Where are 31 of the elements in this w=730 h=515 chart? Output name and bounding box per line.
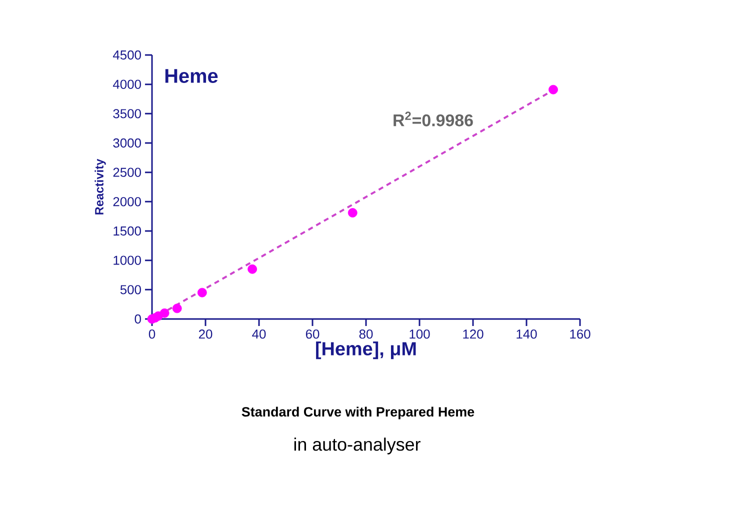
y-tick-label: 1500 bbox=[114, 226, 141, 236]
x-tick-label: 80 bbox=[359, 330, 373, 339]
point bbox=[160, 308, 170, 318]
y-tick-label: 500 bbox=[120, 285, 141, 294]
y-tick-label: 4500 bbox=[112, 50, 141, 60]
y-tick-label: 3500 bbox=[113, 109, 141, 118]
point bbox=[172, 304, 182, 314]
point bbox=[248, 264, 258, 274]
x-tick-label: 60 bbox=[306, 330, 320, 339]
x-tick-label: 100 bbox=[410, 330, 430, 339]
y-tick-label: 2500 bbox=[113, 168, 141, 177]
x-tick-label: 160 bbox=[570, 330, 590, 339]
y-tick-label: 2000 bbox=[113, 197, 141, 206]
y-tick-label: 1000 bbox=[114, 256, 141, 265]
text: Standard Curve with Prepared Heme bbox=[242, 406, 474, 420]
text: in auto-analyser bbox=[294, 438, 420, 454]
y-tick-label: 0 bbox=[134, 314, 141, 324]
x-tick-label: 140 bbox=[516, 330, 537, 339]
annotation: R$^{2}$=0.9986 bbox=[394, 112, 473, 126]
point bbox=[197, 288, 207, 298]
x-tick-label: 0 bbox=[148, 330, 156, 339]
y-tick-label: 3000 bbox=[113, 138, 141, 148]
text: Heme bbox=[165, 69, 218, 83]
y-tick-label: 4000 bbox=[112, 80, 141, 89]
x-axis-title: [Heme], μM bbox=[316, 342, 416, 360]
x-tick-label: 20 bbox=[198, 330, 212, 339]
x-tick-label: 120 bbox=[463, 330, 484, 339]
point bbox=[548, 84, 558, 94]
y-axis-title: Reactivity bbox=[94, 158, 106, 214]
x-tick-label: 40 bbox=[252, 330, 266, 339]
point bbox=[348, 208, 358, 218]
